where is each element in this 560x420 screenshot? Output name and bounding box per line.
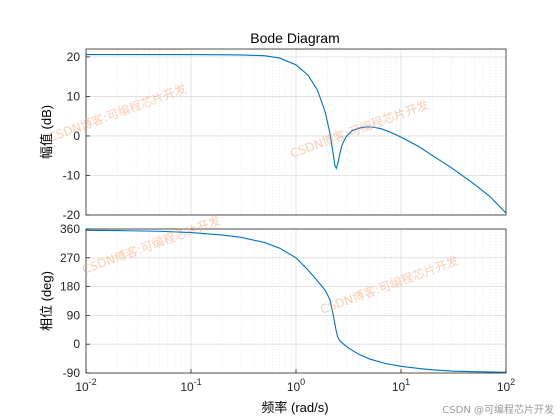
phase-y-axis-label: 相位 (deg): [39, 271, 54, 331]
x-tick-label: 100: [287, 377, 305, 394]
x-tick-label: 10-1: [180, 377, 201, 394]
phase-y-ticks: 360 270 180 90 0 -90: [60, 222, 90, 380]
phase-series-line: [85, 229, 507, 373]
y-tick-label: 270: [60, 251, 80, 265]
y-tick-label: 20: [67, 50, 81, 64]
y-tick-label: 0: [73, 337, 80, 351]
y-tick-label: 0: [73, 129, 80, 143]
x-axis-ticks: 10-2 10-1 100 101 102: [75, 369, 515, 394]
y-tick-label: -10: [63, 168, 81, 182]
magnitude-y-axis-label: 幅值 (dB): [39, 105, 54, 159]
x-axis-label: 频率 (rad/s): [261, 400, 328, 415]
y-tick-label: 90: [67, 308, 81, 322]
x-tick-label: 101: [392, 377, 410, 394]
magnitude-y-ticks: 20 10 0 -10 -20: [63, 50, 90, 222]
chart-title: Bode Diagram: [250, 30, 340, 46]
credit-text: CSDN @可编程芯片开发: [442, 403, 554, 416]
y-tick-label: -90: [63, 366, 81, 380]
phase-panel: 360 270 180 90 0 -90 10-2 10-1 100 101 102 相位 (de…: [39, 222, 515, 415]
y-tick-label: -20: [63, 208, 81, 222]
magnitude-grid: [85, 49, 506, 216]
x-tick-label: 102: [497, 377, 515, 394]
y-tick-label: 10: [67, 89, 81, 103]
magnitude-series-line: [86, 53, 507, 214]
y-tick-label: 360: [60, 222, 80, 236]
magnitude-axes-box: [85, 48, 507, 216]
y-tick-label: 180: [60, 280, 80, 294]
x-tick-label: 10-2: [75, 377, 96, 394]
magnitude-panel: 20 10 0 -10 -20 幅值 (dB): [39, 48, 507, 222]
